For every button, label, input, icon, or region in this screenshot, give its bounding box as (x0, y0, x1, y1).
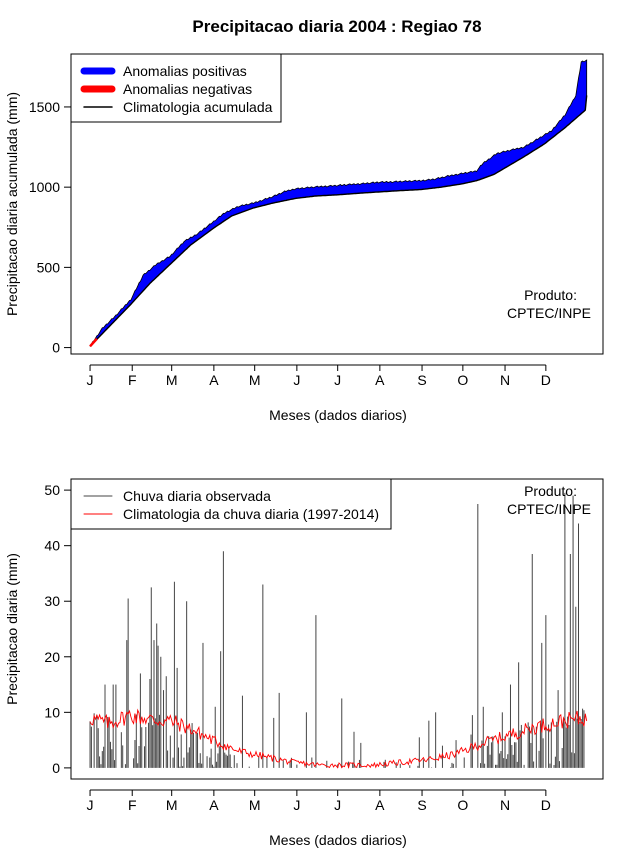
y-tick-label: 20 (44, 649, 60, 665)
y-tick-label: 40 (44, 538, 60, 554)
product-note: CPTEC/INPE (507, 305, 591, 321)
x-tick-label: J (293, 372, 300, 388)
negative-anomaly-area (90, 339, 97, 347)
legend-label: Climatologia da chuva diaria (1997-2014) (123, 506, 379, 522)
x-tick-label: O (457, 797, 468, 813)
x-tick-label: F (128, 797, 137, 813)
x-tick-label: M (166, 372, 178, 388)
x-tick-label: A (375, 797, 385, 813)
x-tick-label: J (293, 797, 300, 813)
y-axis-label: Precipitacao diaria acumulada (mm) (4, 92, 20, 316)
x-tick-label: O (457, 372, 468, 388)
x-tick-label: A (375, 372, 385, 388)
chart-title: Precipitacao diaria 2004 : Regiao 78 (192, 17, 481, 36)
y-tick-label: 10 (44, 704, 60, 720)
y-tick-label: 30 (44, 593, 60, 609)
x-tick-label: F (128, 372, 137, 388)
y-tick-label: 0 (52, 760, 60, 776)
legend-label: Climatologia acumulada (123, 99, 273, 115)
figure: Precipitacao diaria 2004 : Regiao 78 0 50… (0, 0, 640, 850)
x-tick-label: J (334, 797, 341, 813)
x-tick-label: A (209, 797, 219, 813)
x-tick-label: N (500, 372, 510, 388)
y-tick-label: 1000 (29, 179, 60, 195)
x-axis-label: Meses (dados diarios) (269, 832, 407, 848)
x-tick-label: N (500, 797, 510, 813)
x-tick-label: D (541, 372, 551, 388)
y-tick-label: 1500 (29, 99, 60, 115)
daily-precipitation-panel: 0 10 20 30 40 50 J F M A M J J A S O N D Meses (dados diar… (4, 479, 603, 848)
x-tick-label: M (249, 797, 261, 813)
x-tick-label: J (87, 797, 94, 813)
y-axis-label: Precipitacao diaria (mm) (4, 553, 20, 705)
x-tick-label: S (417, 797, 426, 813)
product-note: CPTEC/INPE (507, 501, 591, 517)
x-tick-label: J (87, 372, 94, 388)
cumulative-precipitation-panel: 0 500 1000 1500 J F M A M J J A S O N D Meses (dados dia… (4, 54, 603, 423)
x-tick-label: S (417, 372, 426, 388)
x-tick-label: D (541, 797, 551, 813)
legend-label: Anomalias negativas (123, 81, 252, 97)
y-tick-label: 0 (52, 340, 60, 356)
legend-label: Anomalias positivas (123, 63, 247, 79)
product-note: Produto: (524, 287, 577, 303)
legend-label: Chuva diaria observada (123, 488, 271, 504)
y-tick-label: 50 (44, 482, 60, 498)
x-tick-label: M (166, 797, 178, 813)
x-tick-label: J (334, 372, 341, 388)
product-note: Produto: (524, 483, 577, 499)
x-tick-label: A (209, 372, 219, 388)
x-axis-label: Meses (dados diarios) (269, 407, 407, 423)
x-tick-label: M (249, 372, 261, 388)
y-tick-label: 500 (37, 259, 61, 275)
